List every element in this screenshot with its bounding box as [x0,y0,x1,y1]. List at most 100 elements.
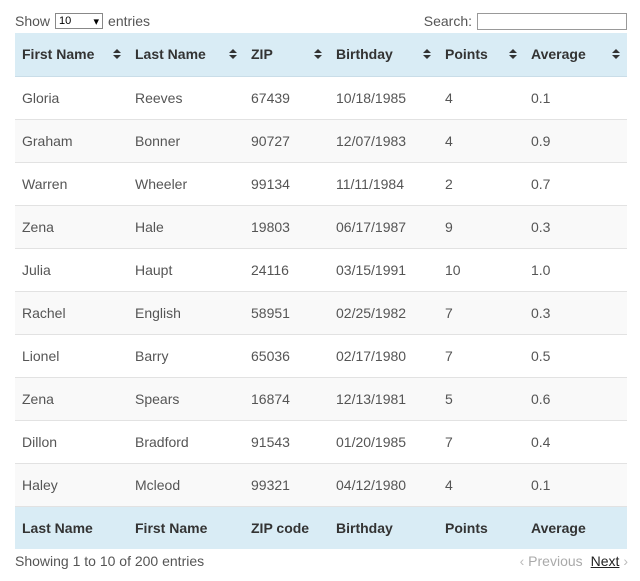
chevron-left-icon: ‹ [519,553,525,569]
column-header-label: Last Name [135,46,206,63]
table-cell: Wheeler [128,162,244,206]
table-cell: 0.7 [524,162,627,206]
table-cell: Gloria [15,76,128,120]
table-cell: 03/15/1991 [329,248,438,292]
previous-label: Previous [528,553,583,569]
table-cell: 7 [438,334,524,378]
table-cell: 4 [438,119,524,163]
table-cell: 0.1 [524,463,627,507]
column-header-label: First Name [22,46,95,63]
table-cell: Bonner [128,119,244,163]
footer-column-label: First Name [128,506,244,549]
table-cell: 99134 [244,162,329,206]
table-info: Showing 1 to 10 of 200 entries [15,553,205,569]
chevron-right-icon: › [623,553,628,569]
column-header-label: ZIP [251,46,273,63]
table-row: Rachel English 58951 02/25/1982 7 0.3 [15,291,627,335]
table-cell: English [128,291,244,335]
table-cell: 0.9 [524,119,627,163]
page-size-select[interactable]: 10 ▾ [55,13,104,29]
footer-column-label: Average [524,506,627,549]
entries-label: entries [108,13,151,29]
table-cell: Graham [15,119,128,163]
table-cell: 2 [438,162,524,206]
table-cell: 65036 [244,334,329,378]
table-cell: Warren [15,162,128,206]
table-cell: 7 [438,291,524,335]
table-cell: 0.3 [524,205,627,249]
table-cell: 19803 [244,205,329,249]
table-cell: 12/13/1981 [329,377,438,421]
table-cell: Lionel [15,334,128,378]
table-cell: Julia [15,248,128,292]
table-cell: 5 [438,377,524,421]
table-cell: 01/20/1985 [329,420,438,464]
table-controls: Show 10 ▾ entries Search: [15,11,627,31]
footer-column-label: Points [438,506,524,549]
table-cell: Haupt [128,248,244,292]
table-cell: 91543 [244,420,329,464]
show-label: Show [15,13,51,29]
table-cell: 0.5 [524,334,627,378]
table-cell: 06/17/1987 [329,205,438,249]
sort-icon [113,49,121,60]
footer-column-label: ZIP code [244,506,329,549]
table-row: Lionel Barry 65036 02/17/1980 7 0.5 [15,334,627,378]
table-cell: 4 [438,463,524,507]
table-cell: Rachel [15,291,128,335]
table-row: Haley Mcleod 99321 04/12/1980 4 0.1 [15,463,627,507]
table-row: Gloria Reeves 67439 10/18/1985 4 0.1 [15,76,627,120]
column-header[interactable]: Last Name [128,33,244,77]
table-row: Zena Hale 19803 06/17/1987 9 0.3 [15,205,627,249]
sort-icon [314,49,322,60]
dropdown-arrow-icon: ▾ [93,15,100,28]
table-cell: 58951 [244,291,329,335]
table-row: Graham Bonner 90727 12/07/1983 4 0.9 [15,119,627,163]
footer-column-label: Last Name [15,506,128,549]
search-input[interactable] [477,12,627,30]
column-header[interactable]: First Name [15,33,128,77]
table-row: Dillon Bradford 91543 01/20/1985 7 0.4 [15,420,627,464]
table-cell: 12/07/1983 [329,119,438,163]
table-cell: 7 [438,420,524,464]
table-cell: 99321 [244,463,329,507]
table-cell: 16874 [244,377,329,421]
column-header[interactable]: Points [438,33,524,77]
table-cell: 1.0 [524,248,627,292]
table-cell: Reeves [128,76,244,120]
table-cell: Zena [15,205,128,249]
table-cell: 24116 [244,248,329,292]
table-cell: 67439 [244,76,329,120]
page-size-value: 10 [59,15,72,27]
next-button[interactable]: Next › [591,553,628,569]
sort-icon [423,49,431,60]
pagination: ‹ Previous Next › [520,553,628,569]
table-cell: 10 [438,248,524,292]
table-cell: 0.4 [524,420,627,464]
table-row: Julia Haupt 24116 03/15/1991 10 1.0 [15,248,627,292]
column-header-label: Average [531,46,586,63]
column-header[interactable]: Birthday [329,33,438,77]
table-cell: Hale [128,205,244,249]
table-cell: 02/25/1982 [329,291,438,335]
column-header-label: Birthday [336,46,393,63]
column-header[interactable]: ZIP [244,33,329,77]
table-cell: Dillon [15,420,128,464]
table-cell: 04/12/1980 [329,463,438,507]
search-label: Search: [423,13,472,29]
column-header-label: Points [445,46,488,63]
table-cell: Spears [128,377,244,421]
table-cell: 0.6 [524,377,627,421]
next-label: Next [590,553,620,569]
table-footer: Showing 1 to 10 of 200 entries ‹ Previou… [15,553,628,569]
table-row: Warren Wheeler 99134 11/11/1984 2 0.7 [15,162,627,206]
search-box: Search: [423,12,627,30]
previous-button[interactable]: ‹ Previous [520,553,583,569]
table-cell: 0.3 [524,291,627,335]
column-header[interactable]: Average [524,33,627,77]
table-cell: Bradford [128,420,244,464]
footer-column-label: Birthday [329,506,438,549]
table-cell: 11/11/1984 [329,162,438,206]
table-cell: 9 [438,205,524,249]
sort-icon [229,49,237,60]
